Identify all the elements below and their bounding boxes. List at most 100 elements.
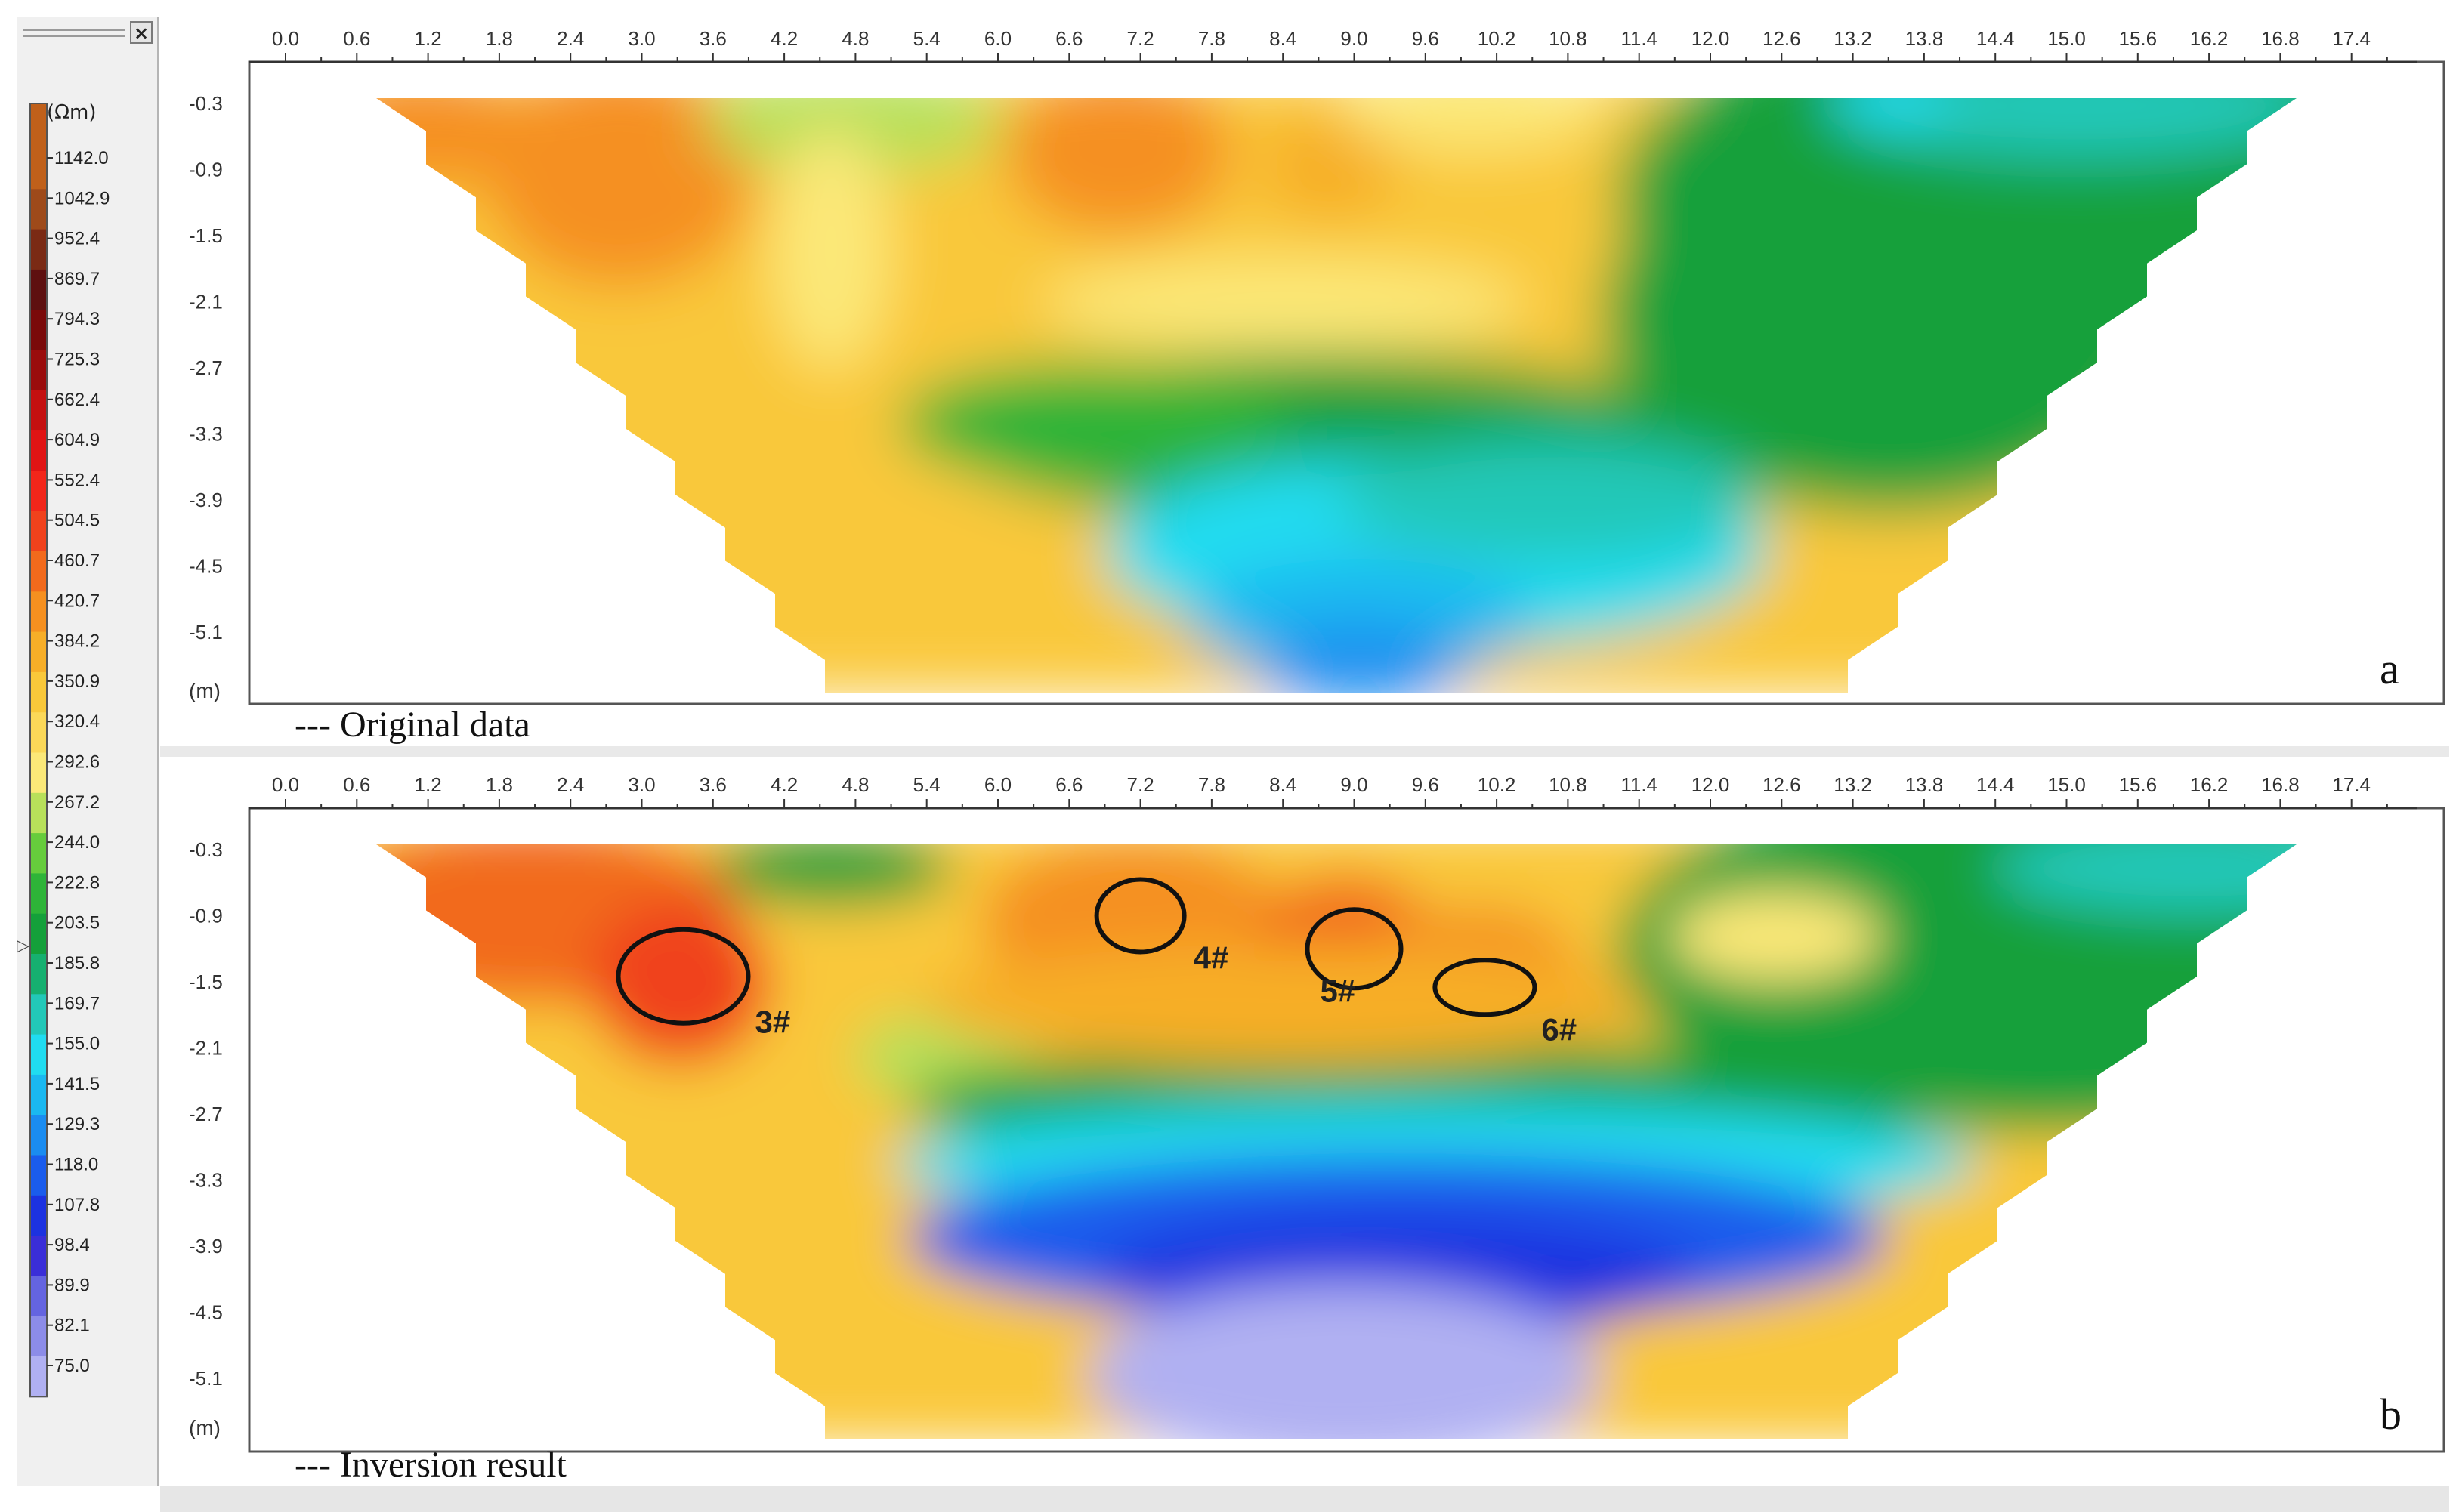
x-tick-label: 17.4 xyxy=(2332,773,2371,796)
anomaly-ellipse xyxy=(1432,958,1537,1017)
legend-value-label: 98.4 xyxy=(54,1235,90,1255)
anomaly-markers: 3# 4# 5# 6# xyxy=(616,877,1577,1047)
legend-value-label: 1042.9 xyxy=(54,188,110,208)
x-tick-label: 5.4 xyxy=(913,27,941,50)
x-tick-label: 0.6 xyxy=(343,27,370,50)
y-tick-label: -3.3 xyxy=(189,1169,223,1192)
legend-swatch xyxy=(30,103,47,190)
legend-value-label: 384.2 xyxy=(54,631,100,652)
legend-swatch xyxy=(30,954,47,995)
legend-swatch xyxy=(30,551,47,593)
legend-value-label: 725.3 xyxy=(54,350,100,370)
legend-value-label: 155.0 xyxy=(54,1034,100,1054)
legend-swatch xyxy=(30,1356,47,1398)
y-tick-label: -5.1 xyxy=(189,621,223,643)
legend-value-label: 203.5 xyxy=(54,913,100,933)
x-tick-label: 7.2 xyxy=(1127,27,1154,50)
legend-swatch xyxy=(30,430,47,472)
x-tick-label: 17.4 xyxy=(2332,27,2371,50)
panel-a-x-ticks: 0.0 0.6 1.2 1.8 2.4 3.0 3.6 4.2 4.8 5.4 6.0 6.6 7.2 7… xyxy=(272,27,2388,62)
legend-value-label: 82.1 xyxy=(54,1316,90,1336)
x-tick-label: 16.8 xyxy=(2261,773,2300,796)
panel-a-y-ticks: -0.3 -0.9 -1.5 -2.1 -2.7 -3.3 -3.9 -4.5 -5.1 xyxy=(189,92,223,643)
x-tick-label: 6.6 xyxy=(1055,27,1083,50)
x-tick-label: 8.4 xyxy=(1269,27,1296,50)
close-button[interactable]: × xyxy=(130,21,153,44)
status-strip xyxy=(160,1486,2449,1512)
anomaly-ellipse xyxy=(1094,877,1187,955)
x-tick-label: 15.0 xyxy=(2047,27,2086,50)
legend-swatch xyxy=(30,1316,47,1357)
x-tick-label: 15.0 xyxy=(2047,773,2086,796)
legend-swatch xyxy=(30,671,47,714)
y-tick-label: -4.5 xyxy=(189,1301,223,1324)
x-tick-label: 3.0 xyxy=(628,27,655,50)
legend-swatch xyxy=(30,1074,47,1116)
legend-swatch xyxy=(30,792,47,835)
panel-a-caption: --- Original data xyxy=(295,705,530,745)
x-tick-label: 13.2 xyxy=(1834,773,1872,796)
legend-value-label: 869.7 xyxy=(54,269,100,289)
legend-swatch xyxy=(30,1034,47,1075)
y-tick-label: -0.3 xyxy=(189,838,223,861)
y-tick-label: -1.5 xyxy=(189,224,223,247)
panel-a-resistivity-map xyxy=(376,98,2297,693)
legend-value-label: 244.0 xyxy=(54,832,100,853)
legend-swatch xyxy=(30,1276,47,1317)
x-tick-label: 0.0 xyxy=(272,27,299,50)
x-tick-label: 7.2 xyxy=(1127,773,1154,796)
legend-value-label: 169.7 xyxy=(54,993,100,1014)
anomaly-label: 4# xyxy=(1194,940,1229,976)
x-tick-label: 13.8 xyxy=(1905,773,1944,796)
legend-swatch xyxy=(30,1195,47,1237)
panel-divider[interactable] xyxy=(160,746,2449,757)
legend-swatch xyxy=(30,229,47,270)
x-tick-label: 14.4 xyxy=(1976,27,2015,50)
x-tick-label: 0.6 xyxy=(343,773,370,796)
legend-value-label: 222.8 xyxy=(54,872,100,893)
legend-value-label: 604.9 xyxy=(54,430,100,450)
legend-swatch xyxy=(30,310,47,351)
x-tick-label: 13.2 xyxy=(1834,27,1872,50)
x-tick-label: 5.4 xyxy=(913,773,941,796)
legend-swatch xyxy=(30,269,47,311)
panel-a-letter: a xyxy=(2380,644,2399,693)
legend-value-label: 118.0 xyxy=(54,1155,98,1175)
legend-value-label: 89.9 xyxy=(54,1275,90,1295)
x-tick-label: 6.0 xyxy=(984,773,1012,796)
x-tick-label: 10.2 xyxy=(1478,773,1516,796)
legend-swatch xyxy=(30,390,47,432)
x-tick-label: 3.6 xyxy=(700,27,727,50)
grip-line xyxy=(23,29,125,31)
panel-a-y-unit: (m) xyxy=(189,679,221,702)
legend-bar-frame xyxy=(29,103,48,1398)
y-tick-label: -3.9 xyxy=(189,1235,223,1257)
legend-swatch xyxy=(30,1115,47,1156)
legend-value-label: 420.7 xyxy=(54,591,100,611)
y-tick-label: -0.9 xyxy=(189,159,223,181)
legend-swatch xyxy=(30,350,47,391)
x-tick-label: 10.2 xyxy=(1478,27,1516,50)
x-tick-label: 4.2 xyxy=(771,773,798,796)
x-tick-label: 2.4 xyxy=(557,773,584,796)
x-tick-label: 12.6 xyxy=(1762,773,1801,796)
legend-value-label: 129.3 xyxy=(54,1114,100,1134)
legend-titlebar: × xyxy=(17,17,157,50)
legend-slider-arrow-icon[interactable]: ▷ xyxy=(17,937,29,955)
x-tick-label: 12.6 xyxy=(1762,27,1801,50)
legend-swatch xyxy=(30,752,47,794)
legend-swatch xyxy=(30,994,47,1035)
x-tick-label: 6.6 xyxy=(1055,773,1083,796)
legend-value-label: 460.7 xyxy=(54,551,100,571)
y-tick-label: -5.1 xyxy=(189,1367,223,1390)
legend-value-label: 141.5 xyxy=(54,1074,100,1094)
panel-b-resistivity-map xyxy=(376,844,2297,1439)
x-tick-label: 3.0 xyxy=(628,773,655,796)
y-tick-label: -0.9 xyxy=(189,905,223,927)
y-tick-label: -2.7 xyxy=(189,1103,223,1125)
x-tick-label: 13.8 xyxy=(1905,27,1944,50)
x-tick-label: 9.0 xyxy=(1340,773,1367,796)
legend-swatch xyxy=(30,1155,47,1196)
y-tick-label: -2.1 xyxy=(189,291,223,313)
